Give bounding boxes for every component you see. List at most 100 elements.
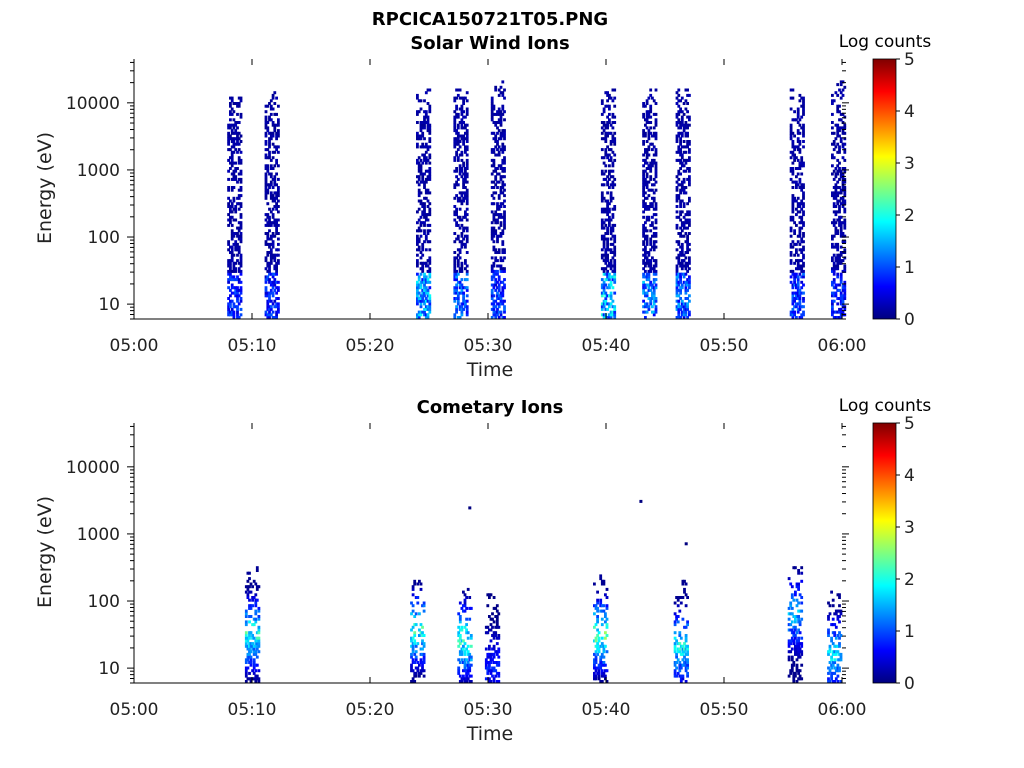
heatmap-cell xyxy=(468,655,472,659)
heatmap-cell xyxy=(254,652,258,656)
heatmap-cell xyxy=(464,137,467,141)
heatmap-cell xyxy=(268,150,271,154)
heatmap-cell xyxy=(494,269,498,273)
heatmap-cell xyxy=(651,205,654,209)
heatmap-cell xyxy=(453,115,457,119)
heatmap-cell xyxy=(266,232,270,236)
heatmap-cell xyxy=(416,240,419,244)
heatmap-cell xyxy=(841,299,845,303)
heatmap-cell xyxy=(827,634,830,638)
heatmap-cell xyxy=(423,210,426,214)
heatmap-cell xyxy=(229,134,232,138)
heatmap-cell xyxy=(611,196,615,200)
heatmap-cell xyxy=(503,131,506,135)
heatmap-cell xyxy=(793,253,796,257)
heatmap-cell xyxy=(488,644,491,648)
heatmap-cell xyxy=(797,571,800,575)
heatmap-cell xyxy=(836,186,840,190)
heatmap-cell xyxy=(421,180,425,184)
heatmap-cell xyxy=(421,134,425,138)
heatmap-cell xyxy=(606,259,609,263)
heatmap-cell xyxy=(492,313,496,317)
heatmap-cell xyxy=(606,275,609,279)
heatmap-cell xyxy=(611,234,615,238)
heatmap-cell xyxy=(275,223,278,227)
heatmap-cell xyxy=(455,194,458,198)
heatmap-cell xyxy=(609,302,613,306)
heatmap-cell xyxy=(499,294,503,298)
heatmap-cell xyxy=(413,631,417,635)
heatmap-cell xyxy=(268,118,271,122)
heatmap-cell xyxy=(681,652,685,656)
heatmap-cell xyxy=(654,245,658,249)
heatmap-cell xyxy=(679,123,682,127)
heatmap-cell xyxy=(239,194,243,198)
heatmap-cell xyxy=(677,93,681,97)
heatmap-cell xyxy=(455,88,458,92)
heatmap-cell xyxy=(800,215,804,219)
heatmap-cell xyxy=(836,669,840,673)
heatmap-cell xyxy=(800,186,804,190)
heatmap-cell xyxy=(644,183,647,187)
heatmap-cell xyxy=(680,115,684,119)
heatmap-cell xyxy=(468,606,472,610)
heatmap-cell xyxy=(680,245,684,249)
heatmap-cell xyxy=(465,202,469,206)
heatmap-cell xyxy=(417,194,421,198)
heatmap-cell xyxy=(456,196,460,200)
heatmap-cell xyxy=(456,126,460,130)
heatmap-cell xyxy=(834,91,838,95)
heatmap-cell xyxy=(491,666,494,670)
heatmap-cell xyxy=(428,213,432,217)
heatmap-cell xyxy=(424,305,428,309)
heatmap-cell xyxy=(613,183,617,187)
heatmap-cell xyxy=(423,261,426,265)
heatmap-cell xyxy=(679,264,682,268)
heatmap-cell xyxy=(416,302,419,306)
heatmap-cell xyxy=(458,283,462,287)
heatmap-cell xyxy=(789,669,793,673)
heatmap-cell xyxy=(673,671,677,675)
heatmap-cell xyxy=(499,186,503,190)
heatmap-cell xyxy=(611,215,615,219)
heatmap-cell xyxy=(416,96,419,100)
heatmap-cell xyxy=(795,582,799,586)
heatmap-cell xyxy=(796,278,800,282)
heatmap-cell xyxy=(642,140,645,144)
heatmap-cell xyxy=(464,115,467,119)
heatmap-cell xyxy=(843,267,847,271)
heatmap-cell xyxy=(464,302,467,306)
heatmap-cell xyxy=(647,110,651,114)
heatmap-cell xyxy=(611,183,615,187)
heatmap-cell xyxy=(797,677,800,681)
heatmap-cell xyxy=(642,172,645,176)
heatmap-cell xyxy=(832,299,836,303)
heatmap-cell xyxy=(423,99,426,103)
heatmap-cell xyxy=(800,571,804,575)
heatmap-cell xyxy=(654,240,658,244)
heatmap-cell xyxy=(684,310,688,314)
heatmap-cell xyxy=(600,617,604,621)
heatmap-cell xyxy=(651,183,654,187)
heatmap-cell xyxy=(608,164,611,168)
heatmap-cell xyxy=(677,240,681,244)
heatmap-cell xyxy=(831,164,834,168)
heatmap-cell xyxy=(839,294,843,298)
heatmap-cell xyxy=(488,666,491,670)
heatmap-cell xyxy=(613,305,617,309)
heatmap-cell xyxy=(613,131,617,135)
heatmap-cell xyxy=(236,305,239,309)
heatmap-cell xyxy=(802,264,805,268)
heatmap-cell xyxy=(417,248,421,252)
heatmap-cell xyxy=(796,288,800,292)
heatmap-cell xyxy=(424,91,428,95)
heatmap-cell xyxy=(793,221,796,225)
heatmap-cell xyxy=(416,280,419,284)
heatmap-cell xyxy=(266,221,270,225)
heatmap-cell xyxy=(464,305,467,309)
heatmap-cell xyxy=(611,256,615,260)
heatmap-cell xyxy=(497,129,501,133)
heatmap-cell xyxy=(677,172,681,176)
heatmap-cells xyxy=(244,499,843,684)
heatmap-cell xyxy=(791,96,795,100)
